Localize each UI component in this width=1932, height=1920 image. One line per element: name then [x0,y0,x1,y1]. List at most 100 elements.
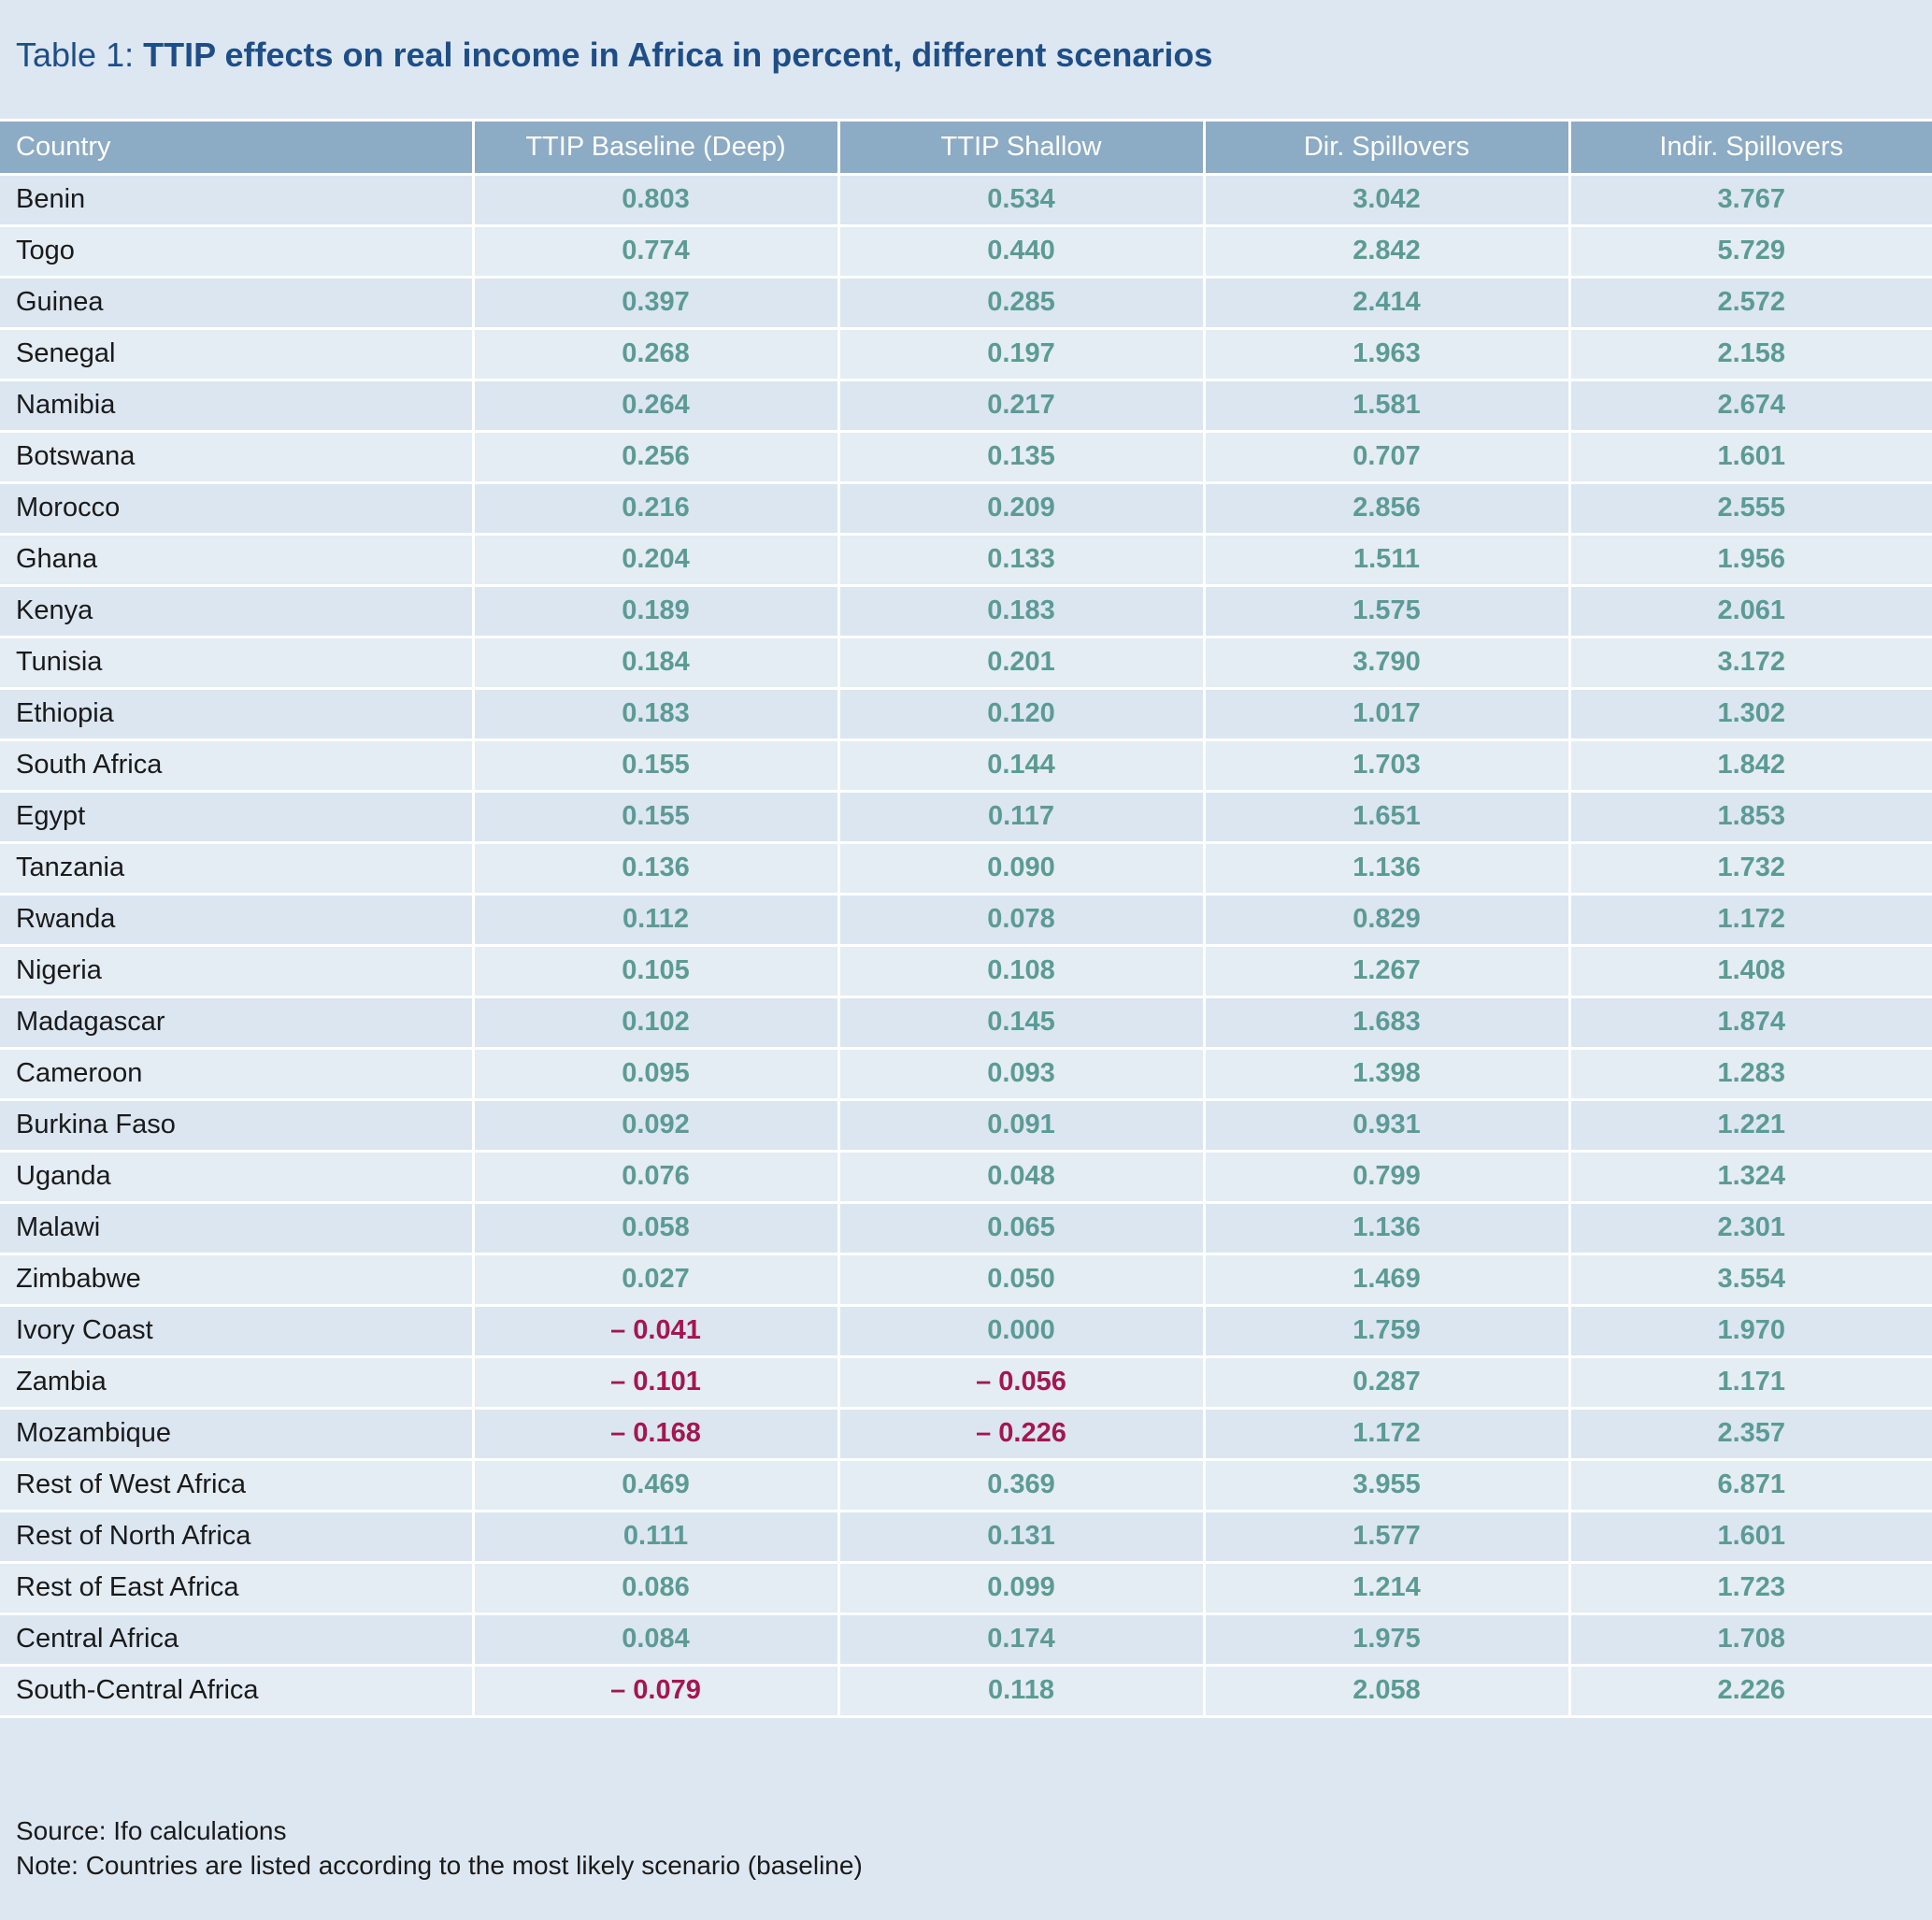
ttip-baseline-cell: 0.102 [471,996,838,1050]
country-cell: Kenya [0,585,473,638]
table-row: Zimbabwe 0.027 0.050 1.469 3.554 [0,1254,1932,1307]
ttip-shallow-cell: 0.050 [837,1254,1204,1307]
indir-spillovers-cell: 6.871 [1567,1459,1932,1512]
ttip-shallow-cell: 0.090 [837,842,1204,896]
indir-spillovers-cell: 1.601 [1567,1511,1932,1564]
top-divider [0,119,1932,122]
dir-spillovers-cell: 3.790 [1202,637,1569,690]
ttip-baseline-cell: 0.155 [471,739,838,793]
dir-spillovers-cell: 3.955 [1202,1459,1569,1512]
table-row: Rest of North Africa 0.111 0.131 1.577 1.601 [0,1511,1932,1564]
country-cell: Mozambique [0,1408,473,1461]
table-row: Benin 0.803 0.534 3.042 3.767 [0,174,1932,227]
dir-spillovers-cell: 2.414 [1202,277,1569,330]
country-cell: Rest of North Africa [0,1511,473,1564]
country-cell: Madagascar [0,996,473,1050]
ttip-shallow-cell: 0.183 [837,585,1204,638]
indir-spillovers-cell: 2.572 [1567,277,1932,330]
ttip-shallow-cell: 0.000 [837,1305,1204,1358]
dir-spillovers-cell: 1.267 [1202,945,1569,998]
table-row: Burkina Faso 0.092 0.091 0.931 1.221 [0,1099,1932,1153]
table-row: Botswana 0.256 0.135 0.707 1.601 [0,431,1932,484]
country-cell: Central Africa [0,1613,473,1667]
country-cell: Tunisia [0,637,473,690]
table-row: Ghana 0.204 0.133 1.511 1.956 [0,534,1932,587]
table-row: Senegal 0.268 0.197 1.963 2.158 [0,328,1932,381]
ttip-shallow-cell: 0.135 [837,431,1204,484]
ttip-shallow-cell: 0.534 [837,174,1204,227]
country-cell: Morocco [0,482,473,536]
ttip-baseline-cell: 0.256 [471,431,838,484]
column-header-ttip-shallow: TTIP Shallow [837,122,1204,176]
country-cell: Egypt [0,791,473,844]
country-cell: Togo [0,225,473,279]
country-cell: Botswana [0,431,473,484]
dir-spillovers-cell: 1.469 [1202,1254,1569,1307]
dir-spillovers-cell: 1.759 [1202,1305,1569,1358]
ttip-shallow-cell: 0.285 [837,277,1204,330]
dir-spillovers-cell: 0.799 [1202,1151,1569,1204]
ttip-baseline-cell: 0.095 [471,1048,838,1101]
dir-spillovers-cell: 1.511 [1202,534,1569,587]
table-row: Zambia – 0.101– 0.056 0.287 1.171 [0,1356,1932,1410]
dir-spillovers-cell: 0.287 [1202,1356,1569,1410]
table-row: Ivory Coast – 0.041 0.000 1.759 1.970 [0,1305,1932,1358]
header-row: Country TTIP Baseline (Deep) TTIP Shallo… [0,122,1932,176]
dir-spillovers-cell: 0.931 [1202,1099,1569,1153]
dir-spillovers-cell: 1.136 [1202,1202,1569,1255]
table-row: Tunisia 0.184 0.201 3.790 3.172 [0,637,1932,690]
indir-spillovers-cell: 3.554 [1567,1254,1932,1307]
dir-spillovers-cell: 2.842 [1202,225,1569,279]
country-cell: Zimbabwe [0,1254,473,1307]
indir-spillovers-cell: 1.732 [1567,842,1932,896]
country-cell: Rest of West Africa [0,1459,473,1512]
ttip-shallow-cell: 0.108 [837,945,1204,998]
table-body: Benin 0.803 0.534 3.042 3.767 Togo 0.774 0.440 2… [0,174,1932,1718]
column-header-dir-spillovers: Dir. Spillovers [1202,122,1569,176]
table-row: Morocco 0.216 0.209 2.856 2.555 [0,482,1932,536]
ttip-baseline-cell: 0.155 [471,791,838,844]
table-row: Mozambique – 0.168– 0.226 1.172 2.357 [0,1408,1932,1461]
table-row: Central Africa 0.084 0.174 1.975 1.708 [0,1613,1932,1667]
ttip-baseline-cell: 0.105 [471,945,838,998]
country-cell: Nigeria [0,945,473,998]
ttip-baseline-cell: 0.216 [471,482,838,536]
ttip-baseline-cell: 0.027 [471,1254,838,1307]
indir-spillovers-cell: 1.172 [1567,894,1932,947]
dir-spillovers-cell: 0.829 [1202,894,1569,947]
dir-spillovers-cell: 1.581 [1202,380,1569,433]
table-title-main: TTIP effects on real income in Africa in… [143,36,1213,74]
column-header-country: Country [0,122,473,176]
indir-spillovers-cell: 1.956 [1567,534,1932,587]
country-cell: South Africa [0,739,473,793]
dir-spillovers-cell: 1.398 [1202,1048,1569,1101]
ttip-baseline-cell: 0.111 [471,1511,838,1564]
table-row: Nigeria 0.105 0.108 1.267 1.408 [0,945,1932,998]
ttip-shallow-cell: 0.118 [837,1665,1204,1718]
indir-spillovers-cell: 1.324 [1567,1151,1932,1204]
table-row: South-Central Africa – 0.079 0.118 2.058 2.2… [0,1665,1932,1718]
country-cell: Guinea [0,277,473,330]
ttip-shallow-cell: 0.120 [837,688,1204,741]
indir-spillovers-cell: 2.158 [1567,328,1932,381]
country-cell: Rwanda [0,894,473,947]
indir-spillovers-cell: 3.172 [1567,637,1932,690]
country-cell: Tanzania [0,842,473,896]
ttip-baseline-cell: 0.084 [471,1613,838,1667]
table-row: Kenya 0.189 0.183 1.575 2.061 [0,585,1932,638]
indir-spillovers-cell: 2.555 [1567,482,1932,536]
country-cell: Uganda [0,1151,473,1204]
ttip-baseline-cell: 0.268 [471,328,838,381]
indir-spillovers-cell: 1.853 [1567,791,1932,844]
ttip-shallow-cell: 0.440 [837,225,1204,279]
ttip-baseline-cell: 0.397 [471,277,838,330]
ttip-baseline-cell: 0.189 [471,585,838,638]
table-header: Country TTIP Baseline (Deep) TTIP Shallo… [0,122,1932,176]
dir-spillovers-cell: 1.975 [1202,1613,1569,1667]
table-row: Namibia 0.264 0.217 1.581 2.674 [0,380,1932,433]
table-row: Rwanda 0.112 0.078 0.829 1.172 [0,894,1932,947]
ttip-baseline-cell: 0.774 [471,225,838,279]
scenario-note: Note: Countries are listed according to … [16,1851,863,1880]
table-row: Cameroon 0.095 0.093 1.398 1.283 [0,1048,1932,1101]
